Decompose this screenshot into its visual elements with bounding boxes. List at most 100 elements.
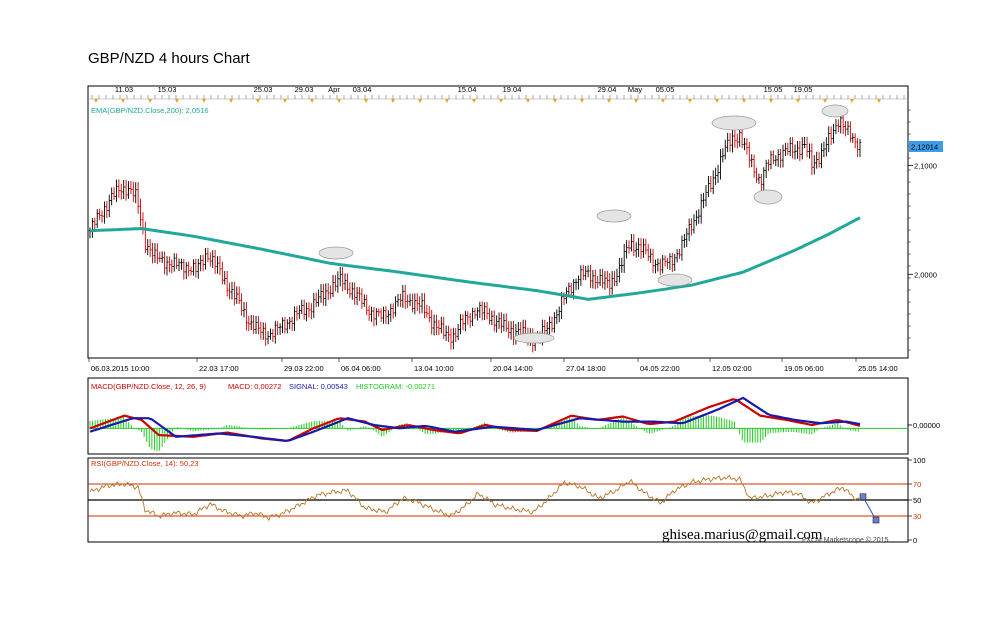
macd-panel-border [87, 377, 909, 455]
bottom-axis-label: 06.03.2015 10:00 [91, 364, 149, 373]
session-marker [256, 99, 260, 103]
session-marker [418, 99, 422, 103]
session-marker [310, 99, 314, 103]
session-marker [688, 99, 692, 103]
price-y-tick-label: 2,0000 [914, 270, 937, 279]
macd-y-tick-label: 0,00000 [913, 421, 940, 430]
rsi-y-tick-label: 50 [913, 496, 921, 505]
rsi-y-ticks: 100 70 50 30 0 [908, 456, 926, 545]
pivot-ellipse [753, 189, 783, 205]
histogram-value-label: HISTOGRAM: -0,00271 [356, 382, 435, 391]
bottom-axis-label: 04.05 22:00 [640, 364, 680, 373]
session-marker [553, 99, 557, 103]
top-axis-label: 29.03 [295, 85, 314, 94]
macd-value-label: MACD: 0,00272 [228, 382, 281, 391]
page-title: GBP/NZD 4 hours Chart [88, 50, 250, 67]
macd-indicator-label: MACD(GBP/NZD.Close, 12, 26, 9) [91, 382, 207, 391]
rsi-y-tick-label: 30 [913, 512, 921, 521]
bottom-axis-label: 22.03 17:00 [199, 364, 239, 373]
session-marker [877, 99, 881, 103]
top-axis-label: 29.04 [598, 85, 617, 94]
top-axis-label: May [628, 85, 642, 94]
pivot-ellipse [657, 273, 693, 287]
rsi-drag-marker[interactable] [859, 493, 880, 524]
session-marker [283, 99, 287, 103]
session-marker [661, 99, 665, 103]
rsi-marker-connector [862, 496, 877, 521]
pivot-ellipses [318, 104, 849, 344]
session-marker [850, 99, 854, 103]
top-axis-label: 15.05 [764, 85, 783, 94]
pivot-ellipse [513, 332, 555, 344]
rsi-y-tick-label: 70 [913, 480, 921, 489]
rsi-level-lines [88, 483, 908, 517]
session-marker [337, 99, 341, 103]
session-marker [499, 99, 503, 103]
session-marker [121, 99, 125, 103]
session-marker [796, 99, 800, 103]
session-marker [202, 99, 206, 103]
pivot-ellipse [596, 209, 632, 223]
session-marker [580, 99, 584, 103]
author-credit: ghisea.marius@gmail.com [662, 527, 823, 543]
bottom-axis-label: 29.03 22:00 [284, 364, 324, 373]
last-price-box [909, 141, 943, 152]
pivot-ellipse [318, 246, 354, 260]
session-marker [742, 99, 746, 103]
top-axis-label: 05.05 [656, 85, 675, 94]
ema-line [89, 216, 861, 301]
bottom-axis-label: 20.04 14:00 [493, 364, 533, 373]
price-y-tick-label: 2,1000 [914, 161, 937, 170]
top-axis-label: 19.04 [503, 85, 522, 94]
signal-line [89, 396, 861, 442]
session-marker [526, 99, 530, 103]
session-marker [769, 99, 773, 103]
signal-value-label: SIGNAL: 0,00543 [289, 382, 348, 391]
pivot-ellipse [821, 104, 849, 118]
top-axis-label: 19.05 [794, 85, 813, 94]
bottom-axis-label: 12.05 02:00 [712, 364, 752, 373]
session-marker [823, 99, 827, 103]
session-marker [715, 99, 719, 103]
bottom-axis-label: 19.05 06:00 [784, 364, 824, 373]
rsi-y-tick-label: 0 [913, 536, 917, 545]
bottom-axis-label: 25.05 14:00 [858, 364, 898, 373]
top-axis-label: Apr [328, 85, 340, 94]
top-axis-label: 15.04 [458, 85, 477, 94]
top-axis-label: 03.04 [353, 85, 372, 94]
session-marker [472, 99, 476, 103]
ema-indicator-label: EMA(GBP/NZD.Close,200): 2,0516 [91, 106, 209, 115]
session-marker [229, 99, 233, 103]
rsi-marker-handle[interactable] [859, 493, 867, 501]
top-axis-label: 25.03 [254, 85, 273, 94]
top-axis-ticks [91, 95, 905, 103]
top-axis-labels: 11.03 15.03 25.03 29.03 Apr 03.04 15.04 19.04 29… [115, 85, 813, 94]
session-marker [634, 99, 638, 103]
top-axis-label: 15.03 [158, 85, 177, 94]
rsi-line [89, 474, 861, 522]
rsi-marker-handle[interactable] [872, 516, 880, 524]
watermark: FXCM Marketscope © 2015 [802, 537, 889, 544]
session-marker [445, 99, 449, 103]
bottom-axis-label: 06.04 06:00 [341, 364, 381, 373]
price-y-ticks: 2,1000 2,0000 [908, 109, 937, 351]
macd-panel: MACD(GBP/NZD.Close, 12, 26, 9) MACD: 0,0… [87, 377, 940, 455]
session-marker [364, 99, 368, 103]
session-marker [391, 99, 395, 103]
session-marker [175, 99, 179, 103]
rsi-indicator-label: RSI(GBP/NZD.Close, 14): 50,23 [91, 459, 199, 468]
price-panel: 11.03 15.03 25.03 29.03 Apr 03.04 15.04 19.04 29… [87, 85, 943, 373]
last-price-label: 2,12014 [911, 143, 938, 152]
session-marker [94, 99, 98, 103]
pivot-ellipse [711, 115, 757, 131]
session-marker [607, 99, 611, 103]
bottom-axis-label: 27.04 18:00 [566, 364, 606, 373]
session-marker [148, 99, 152, 103]
rsi-y-tick-label: 100 [913, 456, 926, 465]
top-axis-label: 11.03 [115, 85, 133, 94]
rsi-panel: RSI(GBP/NZD.Close, 14): 50,23 100 70 50 30 0 [87, 456, 926, 545]
price-panel-border [87, 85, 909, 359]
bottom-axis-labels: 06.03.2015 10:00 22.03 17:00 29.03 22:00 06… [88, 358, 898, 373]
bottom-axis-label: 13.04 10:00 [414, 364, 454, 373]
